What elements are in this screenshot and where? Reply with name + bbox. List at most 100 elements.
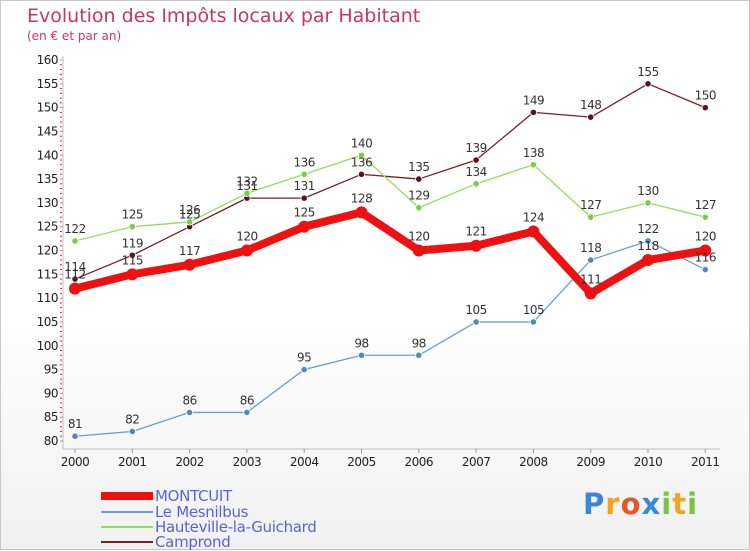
legend-swatch-le-mesnilbus [101, 511, 153, 513]
data-label-hauteville-la-guichard: 126 [179, 203, 200, 217]
data-label-le-mesnilbus: 86 [240, 393, 254, 407]
x-tick-label: 2006 [405, 455, 434, 469]
data-point-montcuit [240, 244, 253, 257]
data-point-le-mesnilbus [128, 427, 136, 436]
data-point-hauteville-la-guichard [587, 213, 595, 221]
y-tick-label: 80 [44, 434, 58, 448]
data-point-le-mesnilbus [300, 365, 308, 374]
x-tick-label: 2007 [462, 455, 491, 469]
data-label-montcuit: 120 [695, 230, 716, 244]
data-point-montcuit [298, 220, 311, 233]
data-label-montcuit: 121 [465, 225, 486, 239]
x-tick-label: 2011 [691, 455, 720, 469]
data-point-hauteville-la-guichard [186, 218, 194, 226]
y-tick-label: 115 [37, 267, 58, 281]
data-label-hauteville-la-guichard: 129 [408, 189, 429, 203]
logo-letter: t [672, 487, 688, 521]
series-line-montcuit [71, 208, 710, 298]
data-point-camprond [128, 251, 136, 259]
legend-label-camprond: Camprond [155, 533, 231, 551]
data-point-montcuit [412, 244, 425, 257]
data-point-camprond [300, 194, 308, 202]
series-montcuit [69, 206, 712, 300]
series-line-hauteville-la-guichard [74, 154, 706, 242]
data-point-camprond [529, 108, 538, 116]
data-label-montcuit: 117 [179, 244, 200, 258]
data-label-camprond: 155 [637, 65, 658, 79]
data-label-le-mesnilbus: 118 [580, 241, 601, 255]
y-tick-label: 85 [44, 410, 58, 424]
data-label-hauteville-la-guichard: 140 [351, 136, 372, 150]
data-labels: 114 119 125 131 131 136 135 139 149 148 155 150 122 1… [64, 65, 716, 431]
data-label-le-mesnilbus: 95 [297, 351, 311, 365]
data-label-camprond: 131 [293, 179, 314, 193]
data-label-hauteville-la-guichard: 127 [695, 198, 716, 212]
legend-label-montcuit: MONTCUIT [155, 487, 232, 505]
data-point-montcuit [126, 268, 139, 281]
data-point-hauteville-la-guichard [71, 237, 79, 245]
data-point-montcuit [470, 239, 483, 252]
data-label-camprond: 135 [408, 160, 429, 174]
data-point-hauteville-la-guichard [415, 204, 423, 212]
axes: 80 85 90 95 100 105 110 115 120 125 130 135 140 145 15… [37, 53, 721, 469]
data-label-montcuit: 125 [293, 206, 314, 220]
data-label-camprond: 150 [695, 89, 716, 103]
logo-letter: i [661, 487, 673, 521]
y-tick-label: 135 [37, 172, 58, 186]
logo-letter: r [605, 487, 621, 521]
chart-subtitle: (en € et par an) [27, 29, 122, 43]
x-tick-label: 2010 [634, 455, 663, 469]
data-point-hauteville-la-guichard [300, 170, 308, 178]
data-point-le-mesnilbus [186, 408, 194, 417]
data-label-hauteville-la-guichard: 122 [64, 222, 85, 236]
y-tick-label: 120 [37, 244, 58, 258]
data-label-camprond: 114 [64, 260, 85, 274]
legend-swatch-camprond [101, 541, 153, 543]
data-point-montcuit [584, 287, 597, 300]
data-label-le-mesnilbus: 86 [182, 393, 196, 407]
y-tick-label: 100 [37, 339, 58, 353]
data-point-le-mesnilbus [71, 432, 79, 440]
data-label-le-mesnilbus: 82 [125, 412, 139, 426]
data-label-camprond: 131 [236, 179, 257, 193]
data-point-montcuit [355, 206, 368, 219]
data-point-hauteville-la-guichard [701, 213, 709, 221]
series-line-le-mesnilbus [74, 240, 706, 437]
logo-letter: P [583, 487, 606, 521]
data-point-montcuit [69, 282, 81, 295]
data-label-le-mesnilbus: 81 [68, 417, 82, 431]
data-label-hauteville-la-guichard: 136 [293, 155, 314, 169]
data-point-hauteville-la-guichard [357, 151, 366, 159]
x-tick-label: 2005 [347, 455, 376, 469]
data-label-camprond: 139 [465, 141, 486, 155]
proxiti-logo: Proxiti [583, 487, 698, 521]
data-point-le-mesnilbus [472, 318, 480, 326]
data-label-montcuit: 112 [64, 268, 85, 282]
legend-label-hauteville: Hauteville-la-Guichard [155, 518, 317, 536]
data-label-montcuit: 118 [637, 239, 658, 253]
y-tick-label: 155 [37, 77, 58, 91]
series-hauteville-la-guichard [71, 151, 709, 245]
data-point-camprond [357, 170, 366, 178]
y-tick-label: 110 [37, 291, 58, 305]
data-point-montcuit [527, 225, 540, 238]
data-point-le-mesnilbus [644, 237, 652, 245]
data-label-hauteville-la-guichard: 138 [523, 146, 544, 160]
x-tick-label: 2004 [290, 455, 319, 469]
y-tick-label: 160 [37, 53, 58, 67]
data-point-montcuit [183, 258, 196, 271]
logo-letter: i [687, 487, 699, 521]
series-layer [69, 80, 712, 440]
data-label-hauteville-la-guichard: 134 [465, 165, 486, 179]
x-tick-label: 2002 [175, 455, 204, 469]
data-label-le-mesnilbus: 116 [695, 251, 716, 265]
legend-swatch-montcuit [101, 492, 153, 500]
data-point-camprond [587, 113, 595, 121]
data-point-hauteville-la-guichard [472, 180, 480, 188]
data-label-le-mesnilbus: 105 [523, 303, 544, 317]
x-tick-label: 2009 [576, 455, 605, 469]
y-tick-label: 105 [37, 315, 58, 329]
y-tick-label: 125 [37, 220, 58, 234]
data-point-le-mesnilbus [415, 351, 423, 359]
data-label-montcuit: 115 [122, 253, 143, 267]
